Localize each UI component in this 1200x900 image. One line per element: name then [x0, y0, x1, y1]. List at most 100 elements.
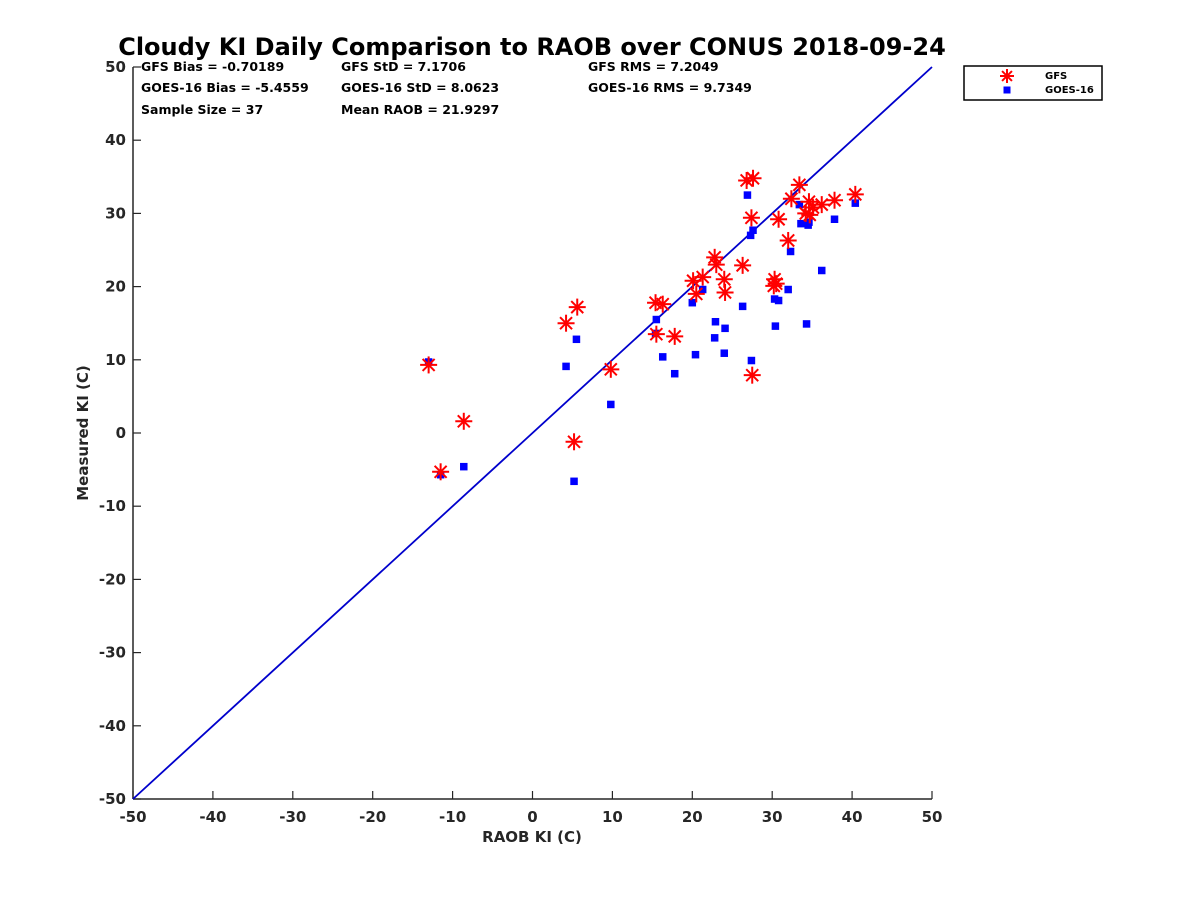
goes16-point [658, 353, 667, 361]
legend-box [963, 65, 1103, 101]
goes16-point [771, 322, 780, 330]
x-tick-label: 50 [922, 808, 943, 826]
goes16-point [817, 266, 826, 275]
x-axis-label: RAOB KI (C) [482, 828, 582, 846]
goes16-point [747, 356, 756, 365]
x-axis-ticks: -50 -40 -30 -20 -10 0 10 20 30 40 50 [119, 791, 942, 826]
legend-gfs-marker [1000, 69, 1014, 83]
x-tick-label: -50 [119, 808, 146, 826]
x-tick-label: -40 [199, 808, 226, 826]
gfs-point [767, 275, 785, 293]
gfs-point [647, 325, 665, 343]
data-points [420, 169, 864, 486]
gfs-point [734, 256, 752, 274]
gfs-point [654, 295, 672, 313]
goes16-point [562, 362, 570, 371]
legend-goes16-label: GOES-16 [1045, 85, 1094, 96]
legend: GFS GOES-16 [963, 65, 1103, 101]
x-tick-label: 0 [527, 808, 537, 826]
gfs-point [782, 190, 800, 208]
y-tick-label: -20 [99, 570, 126, 588]
y-axis-label: Measured KI (C) [74, 365, 92, 501]
gfs-point [687, 285, 705, 303]
gfs-point [813, 196, 831, 214]
goes16-point [691, 350, 700, 359]
gfs-point [790, 176, 808, 194]
gfs-point [568, 298, 586, 316]
goes16-point [572, 335, 581, 344]
goes16-point [770, 295, 779, 303]
goes16-point [786, 247, 795, 256]
goes16-point [784, 285, 792, 294]
gfs-point [779, 231, 797, 249]
goes16-point [698, 285, 707, 294]
legend-gfs-label: GFS [1045, 71, 1067, 82]
goes16-point [570, 477, 578, 486]
stat-text: GOES-16 RMS = 9.7349 [588, 80, 752, 95]
goes16-point [851, 199, 860, 207]
x-tick-label: 10 [602, 808, 623, 826]
goes16-point [830, 215, 839, 224]
gfs-point [455, 412, 473, 430]
gfs-point [742, 209, 760, 227]
x-tick-label: 20 [682, 808, 703, 826]
goes16-point [738, 302, 747, 311]
gfs-point [557, 314, 575, 332]
goes16-point [688, 298, 697, 307]
goes16-point [746, 231, 755, 240]
gfs-point [707, 256, 725, 274]
y-tick-label: 50 [105, 58, 126, 76]
goes16-point [795, 200, 804, 209]
gfs-point [846, 185, 864, 203]
chart-title: Cloudy KI Daily Comparison to RAOB over … [118, 33, 946, 61]
stat-text: GOES-16 Bias = -5.4559 [141, 80, 309, 95]
stat-text: GFS RMS = 7.2049 [588, 59, 719, 74]
goes16-series [424, 191, 860, 486]
x-tick-label: -30 [279, 808, 306, 826]
gfs-point [743, 366, 761, 384]
gfs-point [826, 191, 844, 209]
x-tick-label: -10 [439, 808, 466, 826]
goes16-point [720, 349, 729, 357]
stat-text: Mean RAOB = 21.9297 [341, 102, 499, 117]
goes16-point [670, 369, 679, 378]
goes16-point [607, 400, 615, 409]
gfs-point [565, 433, 583, 451]
gfs-point [694, 268, 712, 286]
gfs-point [770, 210, 788, 228]
goes16-point [721, 324, 729, 333]
goes16-point [710, 334, 719, 342]
goes16-point [749, 226, 757, 234]
gfs-point [744, 169, 762, 187]
y-tick-label: -10 [99, 497, 126, 515]
goes16-point [711, 317, 720, 326]
goes16-point [802, 320, 811, 328]
y-tick-label: 40 [105, 131, 126, 149]
y-tick-label: 0 [116, 424, 126, 442]
gfs-point [716, 283, 734, 301]
gfs-point [420, 356, 438, 374]
gfs-point [432, 463, 450, 481]
y-tick-label: -30 [99, 644, 126, 662]
y-tick-label: 20 [105, 278, 126, 296]
goes16-point [652, 315, 661, 324]
goes16-point [743, 191, 752, 199]
goes16-point [797, 219, 805, 228]
goes16-point [774, 296, 783, 305]
y-tick-label: 10 [105, 351, 126, 369]
stat-text: GFS Bias = -0.70189 [141, 59, 284, 74]
y-tick-label: 30 [105, 204, 126, 222]
stat-text: GFS StD = 7.1706 [341, 59, 466, 74]
x-tick-label: -20 [359, 808, 386, 826]
gfs-point [602, 360, 620, 378]
gfs-series [420, 169, 864, 481]
x-tick-label: 30 [762, 808, 783, 826]
y-tick-label: -40 [99, 717, 126, 735]
gfs-point [666, 327, 684, 345]
y-tick-label: -50 [99, 790, 126, 808]
x-tick-label: 40 [842, 808, 863, 826]
goes16-point [460, 462, 468, 471]
y-axis-ticks: -50 -40 -30 -20 -10 0 10 20 30 40 50 [99, 58, 141, 808]
legend-goes16-marker [1003, 86, 1011, 94]
